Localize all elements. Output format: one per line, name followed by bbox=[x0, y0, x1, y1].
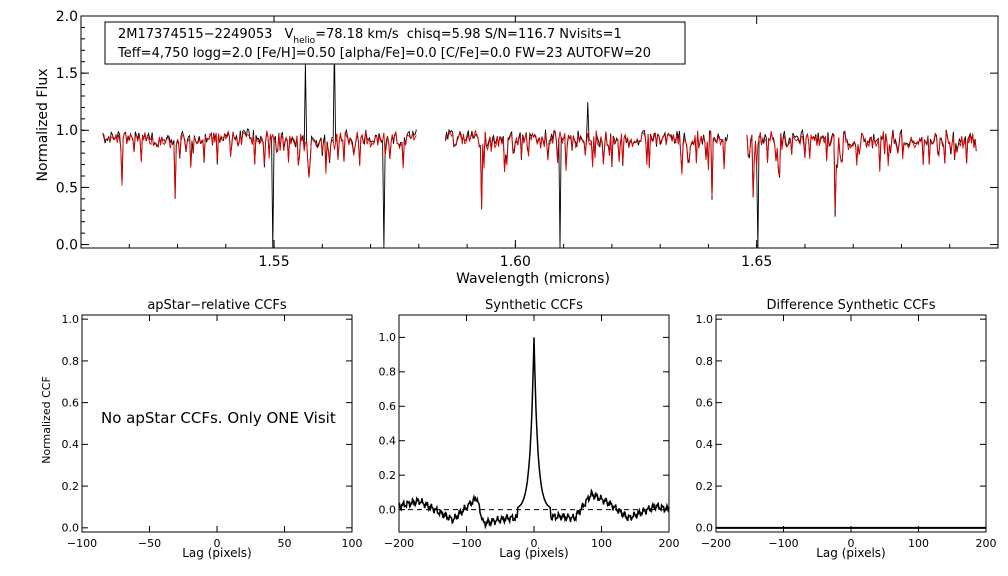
no-ccf-message: No apStar CCFs. Only ONE Visit bbox=[101, 409, 336, 427]
ccf-y-label: Normalized CCF bbox=[40, 376, 53, 464]
synthetic-ccf-title: Synthetic CCFs bbox=[485, 298, 583, 313]
v-helio-value: =78.18 km/s bbox=[315, 27, 399, 42]
difference-ccf-x-label: Lag (pixels) bbox=[816, 546, 886, 560]
spectrum-frame bbox=[80, 15, 999, 249]
spectrum-y-tick-label: 0.0 bbox=[56, 237, 78, 253]
difference-ccf-x-tick-label: 0 bbox=[848, 537, 855, 550]
star-id: 2M17374515−2249053 bbox=[118, 27, 272, 42]
difference-ccf-x-tick-label: −100 bbox=[768, 537, 798, 550]
difference-ccf-y-tick-label: 1.0 bbox=[696, 313, 714, 326]
spectrum-y-tick-label: 1.5 bbox=[56, 66, 78, 82]
apstar-ccf-title: apStar−relative CCFs bbox=[147, 298, 287, 313]
spectrum-x-tick-label: 1.65 bbox=[741, 254, 772, 270]
synthetic-ccf-axis-ticks: −200 −100 0 100 200 0.0 0.2 0.4 0.6 0.8 1.0 bbox=[379, 315, 680, 550]
synthetic-ccf-y-tick-label: 0.2 bbox=[379, 469, 397, 482]
synthetic-ccf-x-tick-label: −100 bbox=[451, 537, 481, 550]
fit-stats: chisq=5.98 S/N=116.7 Nvisits=1 bbox=[407, 27, 622, 42]
difference-ccf-axis-ticks: −200 −100 0 100 200 0.0 0.2 0.4 0.6 0.8 1.0 bbox=[696, 313, 997, 550]
synthetic-ccf-x-tick-label: 100 bbox=[591, 537, 612, 550]
synthetic-ccf-y-tick-label: 0.6 bbox=[379, 400, 397, 413]
difference-ccf-y-tick-label: 0.4 bbox=[696, 438, 714, 451]
apstar-ccf-x-label: Lag (pixels) bbox=[182, 546, 252, 560]
synthetic-ccf-frame bbox=[398, 314, 670, 533]
model-spectrum-chip-1 bbox=[102, 130, 417, 198]
observed-spectrum-chip-1 bbox=[102, 44, 417, 249]
model-spectrum-chip-3 bbox=[746, 130, 977, 211]
difference-ccf-frame bbox=[715, 314, 987, 533]
difference-ccf-y-tick-label: 0.6 bbox=[696, 396, 714, 409]
spectrum-y-label: Normalized Flux bbox=[35, 69, 51, 182]
synthetic-ccf-x-tick-label: 0 bbox=[531, 537, 538, 550]
apstar-ccf-x-tick-label: 100 bbox=[342, 537, 363, 550]
difference-ccf-x-tick-label: 100 bbox=[908, 537, 929, 550]
apstar-ccf-y-tick-label: 1.0 bbox=[62, 313, 80, 326]
v-helio-subscript: helio bbox=[293, 36, 315, 46]
difference-ccf-y-tick-label: 0.2 bbox=[696, 480, 714, 493]
apstar-ccf-axis-ticks: −100 −50 0 50 100 0.0 0.2 0.4 0.6 0.8 1.0 bbox=[62, 313, 363, 550]
difference-ccf-y-tick-label: 0.8 bbox=[696, 355, 714, 368]
apstar-ccf-x-tick-label: −50 bbox=[138, 537, 161, 550]
observed-spectrum-chip-2 bbox=[444, 102, 729, 249]
apstar-ccf-y-tick-label: 0.6 bbox=[62, 396, 80, 409]
v-helio-label: V bbox=[284, 27, 293, 42]
spectrum-axis-ticks: 1.55 1.60 1.65 0.0 0.5 1.0 1.5 2.0 bbox=[56, 9, 999, 270]
spectrum-x-label: Wavelength (microns) bbox=[456, 271, 610, 287]
difference-ccf-panel: Difference Synthetic CCFs Lag (pixels) −… bbox=[696, 298, 997, 560]
apstar-ccf-y-tick-label: 0.2 bbox=[62, 480, 80, 493]
difference-ccf-x-tick-label: 200 bbox=[976, 537, 997, 550]
annotation-box bbox=[104, 21, 686, 65]
spectrum-y-tick-label: 0.5 bbox=[56, 180, 78, 196]
apstar-ccf-x-tick-label: 0 bbox=[214, 537, 221, 550]
spectrum-y-tick-label: 1.0 bbox=[56, 123, 78, 139]
apstar-ccf-y-tick-label: 0.8 bbox=[62, 355, 80, 368]
apstar-ccf-x-tick-label: 50 bbox=[278, 537, 292, 550]
difference-ccf-x-tick-label: −200 bbox=[701, 537, 731, 550]
synthetic-ccf-panel: Synthetic CCFs Lag (pixels) −200 −100 0 100… bbox=[379, 298, 680, 560]
spectrum-x-tick-label: 1.60 bbox=[500, 254, 531, 270]
spectrum-x-tick-label: 1.55 bbox=[258, 254, 289, 270]
synthetic-ccf-y-tick-label: 0.4 bbox=[379, 435, 397, 448]
model-spectrum-series bbox=[102, 129, 977, 211]
difference-ccf-y-tick-label: 0.0 bbox=[696, 522, 714, 535]
spectrum-y-tick-label: 2.0 bbox=[56, 9, 78, 25]
synthetic-ccf-x-tick-label: −200 bbox=[384, 537, 414, 550]
synthetic-ccf-y-tick-label: 0.0 bbox=[379, 503, 397, 516]
annotation-line-2: Teff=4,750 logg=2.0 [Fe/H]=0.50 [alpha/F… bbox=[117, 46, 651, 61]
apstar-ccf-x-tick-label: −100 bbox=[67, 537, 97, 550]
observed-spectrum-series bbox=[102, 44, 977, 249]
synthetic-ccf-x-label: Lag (pixels) bbox=[499, 546, 569, 560]
apstar-ccf-y-tick-label: 0.4 bbox=[62, 438, 80, 451]
apstar-ccf-y-tick-label: 0.0 bbox=[62, 522, 80, 535]
synthetic-ccf-y-tick-label: 0.8 bbox=[379, 366, 397, 379]
model-spectrum-chip-2 bbox=[444, 129, 729, 209]
difference-ccf-title: Difference Synthetic CCFs bbox=[766, 298, 935, 313]
apstar-ccf-frame bbox=[81, 314, 353, 533]
annotation-line-1: 2M17374515−2249053 Vhelio=78.18 km/s chisq… bbox=[118, 27, 622, 46]
synthetic-ccf-series bbox=[398, 337, 670, 530]
synthetic-ccf-x-tick-label: 200 bbox=[659, 537, 680, 550]
apstar-ccf-panel: apStar−relative CCFs Normalized CCF Lag … bbox=[40, 298, 363, 560]
synthetic-ccf-y-tick-label: 1.0 bbox=[379, 331, 397, 344]
spectrum-panel: Normalized Flux Wavelength (microns) 1.5… bbox=[35, 9, 999, 287]
